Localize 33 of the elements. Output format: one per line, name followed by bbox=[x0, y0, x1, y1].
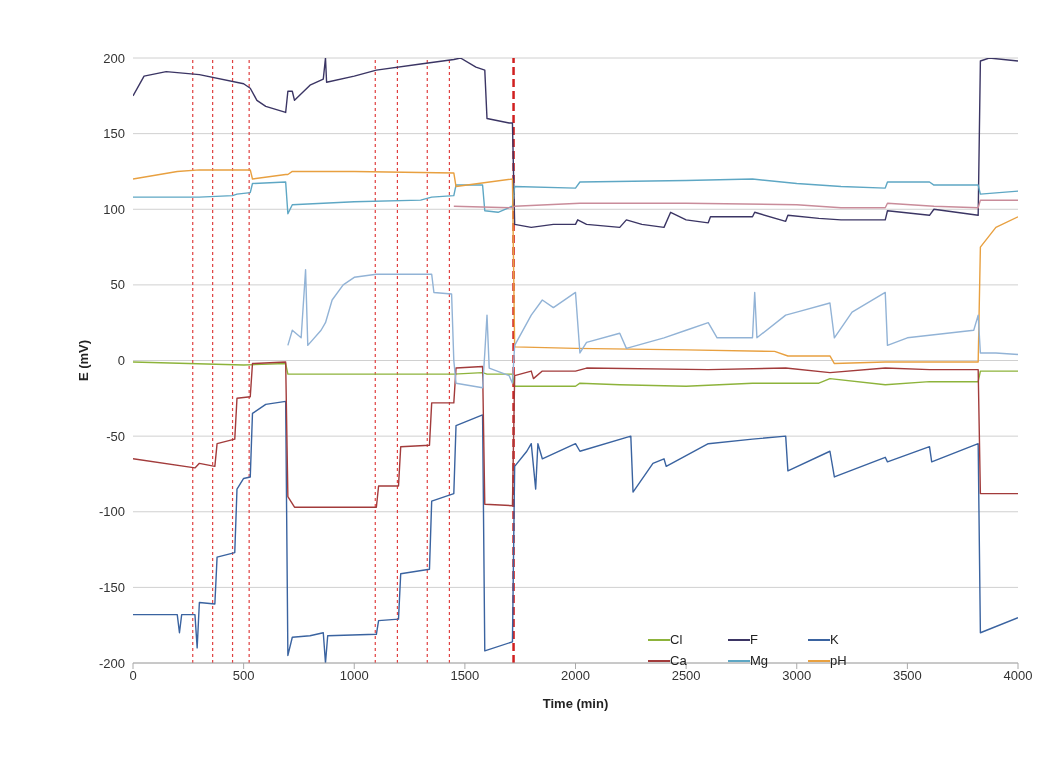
line-series bbox=[133, 178, 1018, 215]
x-tick-label: 2000 bbox=[561, 668, 590, 684]
x-tick-label: 1000 bbox=[339, 668, 369, 684]
y-tick-label: -150 bbox=[98, 579, 125, 595]
x-tick-label: 3500 bbox=[892, 668, 922, 684]
x-tick-label: 0 bbox=[129, 668, 137, 684]
legend-label: Cl bbox=[670, 632, 683, 647]
y-axis-title: E (mV) bbox=[75, 339, 91, 382]
y-tick-label: -50 bbox=[106, 428, 125, 444]
x-axis-title: Time (min) bbox=[542, 696, 609, 711]
y-tick-label: 0 bbox=[117, 353, 125, 369]
line-series bbox=[287, 269, 1018, 389]
y-tick-label: 100 bbox=[103, 201, 125, 217]
legend-label: F bbox=[750, 632, 758, 647]
x-tick-label: 1500 bbox=[450, 668, 480, 684]
legend-label: K bbox=[830, 632, 839, 647]
y-tick-label: -200 bbox=[98, 655, 125, 671]
line-series bbox=[133, 58, 1018, 229]
line-series bbox=[133, 169, 1018, 365]
line-series bbox=[133, 361, 1018, 387]
x-tick-label: 4000 bbox=[1003, 668, 1033, 684]
x-tick-label: 3000 bbox=[782, 668, 812, 684]
x-tick-label: 2500 bbox=[671, 668, 701, 684]
line-series bbox=[453, 199, 1018, 209]
line-series bbox=[133, 361, 1018, 508]
y-tick-label: -100 bbox=[98, 504, 125, 520]
y-tick-label: 200 bbox=[103, 50, 125, 66]
y-tick-label: 150 bbox=[103, 126, 125, 142]
legend-label: pH bbox=[830, 653, 847, 668]
legend-label: Ca bbox=[670, 653, 687, 668]
y-tick-label: 50 bbox=[110, 277, 125, 293]
legend-label: Mg bbox=[750, 653, 769, 668]
x-tick-label: 500 bbox=[232, 668, 255, 684]
